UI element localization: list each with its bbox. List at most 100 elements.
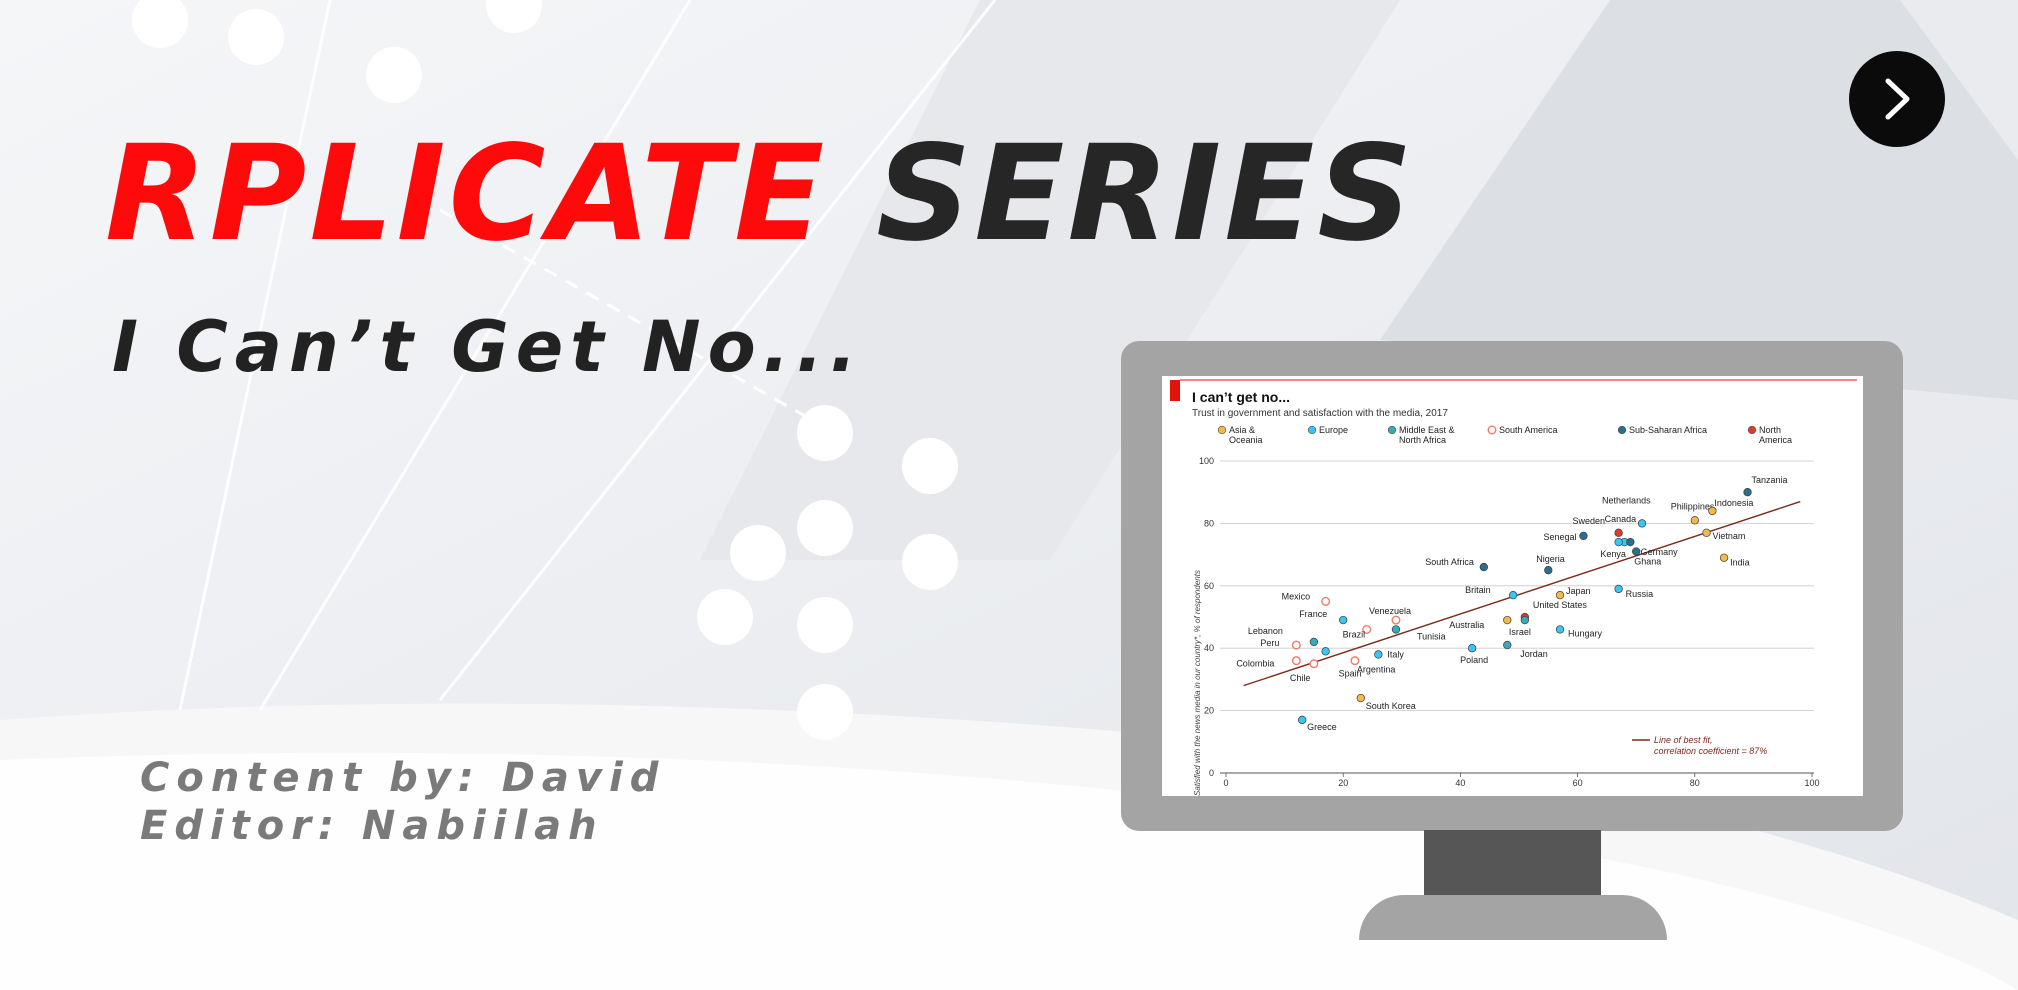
point-label: Venezuela bbox=[1369, 606, 1411, 616]
point-marker bbox=[1293, 657, 1301, 665]
x-tick-label: 100 bbox=[1804, 778, 1819, 788]
y-tick-label: 20 bbox=[1204, 706, 1214, 716]
point-label: Chile bbox=[1290, 673, 1311, 683]
next-slide-button[interactable] bbox=[1849, 51, 1945, 147]
editor-credit: Editor: Nabiilah bbox=[140, 806, 604, 846]
point-label: Philippines bbox=[1671, 501, 1715, 511]
point-marker bbox=[1580, 532, 1588, 540]
data-point: Colombia bbox=[1236, 657, 1300, 669]
point-label: Indonesia bbox=[1714, 498, 1753, 508]
point-label: Mexico bbox=[1282, 591, 1311, 601]
data-point: Venezuela bbox=[1369, 606, 1411, 624]
data-point: Philippines bbox=[1671, 501, 1715, 524]
data-point: Russia bbox=[1615, 585, 1653, 599]
legend-item: Asia &Oceania bbox=[1218, 425, 1262, 445]
point-label: Peru bbox=[1260, 638, 1279, 648]
point-marker bbox=[1615, 585, 1623, 593]
x-tick-label: 60 bbox=[1573, 778, 1583, 788]
chevron-right-icon bbox=[1874, 76, 1920, 122]
legend-label: North Africa bbox=[1399, 435, 1446, 445]
legend-item: South America bbox=[1488, 425, 1557, 435]
point-label: Netherlands bbox=[1602, 495, 1651, 505]
monitor-base bbox=[1359, 895, 1667, 940]
chart-accent-bar bbox=[1170, 380, 1180, 401]
data-point: France bbox=[1299, 609, 1347, 624]
point-marker bbox=[1392, 626, 1400, 634]
point-label: Japan bbox=[1566, 586, 1591, 596]
data-point: Indonesia bbox=[1709, 498, 1754, 515]
y-tick-label: 80 bbox=[1204, 518, 1214, 528]
data-point: India bbox=[1720, 554, 1749, 568]
data-point: Poland bbox=[1460, 644, 1488, 665]
y-tick-label: 60 bbox=[1204, 581, 1214, 591]
point-marker bbox=[1691, 516, 1699, 524]
legend-label: Europe bbox=[1319, 425, 1348, 435]
point-label: United States bbox=[1533, 600, 1588, 610]
point-label: India bbox=[1730, 558, 1750, 568]
point-marker bbox=[1632, 548, 1640, 556]
point-marker bbox=[1375, 651, 1383, 659]
point-label: Tanzania bbox=[1752, 475, 1788, 485]
point-marker bbox=[1322, 598, 1330, 606]
y-axis-label: Satisfied with the news media in our cou… bbox=[1193, 570, 1202, 796]
legend-label: Sub-Saharan Africa bbox=[1629, 425, 1707, 435]
data-point: Senegal bbox=[1543, 532, 1587, 542]
point-label: Hungary bbox=[1568, 628, 1603, 638]
scatter-chart: I can’t get no... Trust in government an… bbox=[1162, 376, 1863, 796]
point-marker bbox=[1627, 538, 1635, 546]
point-marker bbox=[1392, 616, 1400, 624]
point-label: Kenya bbox=[1600, 549, 1626, 559]
point-label: France bbox=[1299, 609, 1327, 619]
point-marker bbox=[1638, 520, 1646, 528]
point-marker bbox=[1298, 716, 1306, 724]
legend-label: Oceania bbox=[1229, 435, 1263, 445]
legend-marker bbox=[1308, 426, 1316, 434]
legend-item: Europe bbox=[1308, 425, 1348, 435]
point-marker bbox=[1293, 641, 1301, 649]
slide-subtitle: I Can’t Get No... bbox=[112, 312, 864, 382]
point-marker bbox=[1545, 566, 1553, 574]
point-marker bbox=[1310, 660, 1318, 668]
data-point: Australia bbox=[1449, 616, 1511, 630]
legend-item: Sub-Saharan Africa bbox=[1618, 425, 1707, 435]
chart-points: Tanzania Philippines Indonesia Vietnam India… bbox=[1236, 475, 1787, 732]
content-credit: Content by: David bbox=[140, 758, 665, 798]
point-label: Australia bbox=[1449, 620, 1484, 630]
point-marker bbox=[1521, 616, 1529, 624]
data-point: Tanzania bbox=[1744, 475, 1788, 496]
point-label: South Africa bbox=[1425, 557, 1474, 567]
point-label: Nigeria bbox=[1536, 554, 1565, 564]
point-marker bbox=[1503, 641, 1511, 649]
point-marker bbox=[1615, 529, 1623, 537]
point-marker bbox=[1703, 529, 1711, 537]
point-marker bbox=[1339, 616, 1347, 624]
data-point: Greece bbox=[1298, 716, 1336, 732]
legend-label: Asia & bbox=[1229, 425, 1255, 435]
legend-label: North bbox=[1759, 425, 1781, 435]
point-marker bbox=[1556, 591, 1564, 599]
point-marker bbox=[1709, 507, 1717, 515]
point-marker bbox=[1480, 563, 1488, 571]
point-marker bbox=[1468, 644, 1476, 652]
y-tick-label: 100 bbox=[1199, 456, 1214, 466]
data-point: Nigeria bbox=[1536, 554, 1565, 574]
legend-label: Middle East & bbox=[1399, 425, 1455, 435]
point-label: Jordan bbox=[1520, 649, 1548, 659]
data-point: Italy bbox=[1375, 649, 1405, 659]
chart-legend: Asia &Oceania Europe Middle East &North Af… bbox=[1218, 425, 1792, 445]
x-tick-label: 20 bbox=[1338, 778, 1348, 788]
point-label: Britain bbox=[1465, 585, 1491, 595]
legend-marker bbox=[1218, 426, 1226, 434]
point-label: Lebanon bbox=[1248, 626, 1283, 636]
point-marker bbox=[1503, 616, 1511, 624]
point-marker bbox=[1351, 657, 1359, 665]
point-marker bbox=[1720, 554, 1728, 562]
x-tick-label: 0 bbox=[1223, 778, 1228, 788]
monitor-neck bbox=[1424, 830, 1601, 898]
legend-label: America bbox=[1759, 435, 1792, 445]
point-label: Vietnam bbox=[1713, 531, 1746, 541]
point-label: Canada bbox=[1605, 514, 1637, 524]
legend-label: South America bbox=[1499, 425, 1558, 435]
point-label: Greece bbox=[1307, 722, 1337, 732]
